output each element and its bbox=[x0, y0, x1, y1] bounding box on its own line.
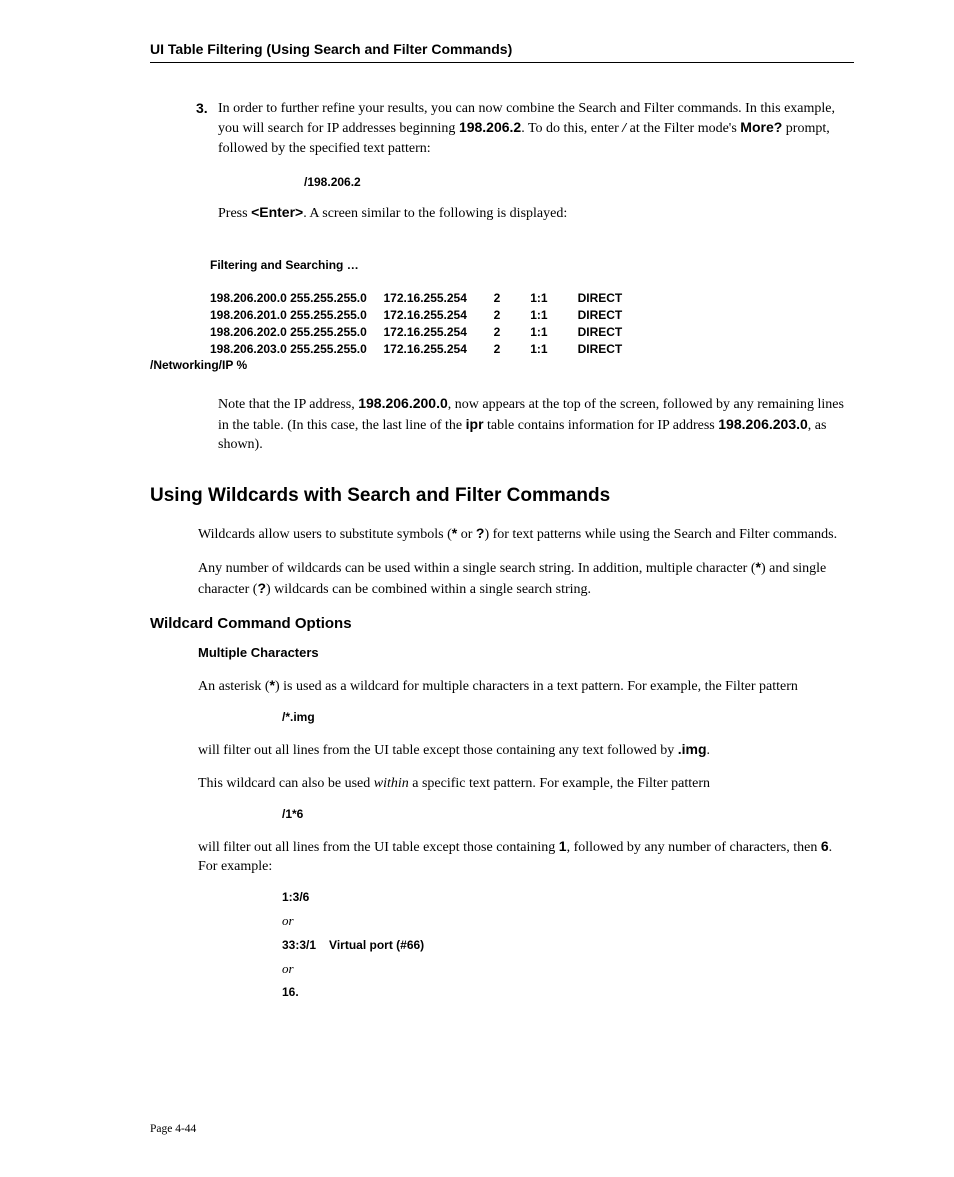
mc-p3: This wildcard can also be used within a … bbox=[198, 774, 854, 794]
text: or bbox=[457, 527, 476, 542]
multiple-chars-heading: Multiple Characters bbox=[198, 644, 854, 662]
ip-bold: 198.206.203.0 bbox=[718, 416, 808, 432]
text: This wildcard can also be used bbox=[198, 776, 374, 791]
step-3-block: 3. In order to further refine your resul… bbox=[218, 99, 854, 159]
text: ) wildcards can be combined within a sin… bbox=[266, 582, 591, 597]
examples-block: 1:3/6 or 33:3/1 Virtual port (#66) or 16… bbox=[282, 889, 854, 1001]
step-press-enter: Press <Enter>. A screen similar to the f… bbox=[218, 203, 854, 224]
text: , followed by any number of characters, … bbox=[567, 840, 821, 855]
press-enter-para: Press <Enter>. A screen similar to the f… bbox=[218, 203, 854, 224]
code-img-filter: /*.img bbox=[282, 709, 854, 726]
filter-output-block: Filtering and Searching … 198.206.200.0 … bbox=[210, 240, 854, 374]
table-footer: /Networking/IP % bbox=[150, 357, 247, 374]
more-prompt: More? bbox=[740, 119, 782, 135]
wildcards-p1: Wildcards allow users to substitute symb… bbox=[198, 524, 854, 545]
filter-header: Filtering and Searching … bbox=[210, 258, 359, 272]
enter-key: <Enter> bbox=[251, 204, 303, 220]
example-2: 33:3/1 Virtual port (#66) bbox=[282, 936, 854, 954]
text: Any number of wildcards can be used with… bbox=[198, 561, 756, 576]
text: . To do this, enter bbox=[521, 121, 622, 136]
text: at the Filter mode's bbox=[626, 121, 740, 136]
text: ) for text patterns while using the Sear… bbox=[484, 527, 837, 542]
step-number: 3. bbox=[196, 99, 208, 119]
text: . bbox=[707, 743, 711, 758]
text: . A screen similar to the following is d… bbox=[303, 206, 567, 221]
text: Wildcards allow users to substitute symb… bbox=[198, 527, 452, 542]
ex2-code: 33:3/1 bbox=[282, 938, 316, 952]
or-text: or bbox=[282, 912, 854, 930]
example-1: 1:3/6 bbox=[282, 889, 854, 906]
table-row: 198.206.203.0 255.255.255.0 172.16.255.2… bbox=[210, 342, 622, 356]
or-text: or bbox=[282, 960, 854, 978]
within-italic: within bbox=[374, 776, 409, 791]
text: Note that the IP address, bbox=[218, 397, 358, 412]
qmark: ? bbox=[257, 580, 266, 596]
ip-bold: 198.206.200.0 bbox=[358, 395, 448, 411]
one-bold: 1 bbox=[559, 838, 567, 854]
mc-p2: will filter out all lines from the UI ta… bbox=[198, 740, 854, 761]
wildcards-p2: Any number of wildcards can be used with… bbox=[198, 558, 854, 599]
section-heading: Using Wildcards with Search and Filter C… bbox=[150, 483, 854, 510]
six-bold: 6 bbox=[821, 838, 829, 854]
step-paragraph-1: In order to further refine your results,… bbox=[218, 99, 854, 159]
note-paragraph: Note that the IP address, 198.206.200.0,… bbox=[218, 394, 854, 455]
text: a specific text pattern. For example, th… bbox=[409, 776, 710, 791]
text: An asterisk ( bbox=[198, 679, 270, 694]
text: will filter out all lines from the UI ta… bbox=[198, 840, 559, 855]
mc-p1: An asterisk (*) is used as a wildcard fo… bbox=[198, 676, 854, 697]
subheading: Wildcard Command Options bbox=[150, 613, 854, 634]
text: table contains information for IP addres… bbox=[484, 418, 719, 433]
page-footer: Page 4-44 bbox=[150, 1121, 854, 1137]
code-1star6: /1*6 bbox=[282, 806, 854, 823]
ip-bold: 198.206.2 bbox=[459, 119, 521, 135]
table-row: 198.206.202.0 255.255.255.0 172.16.255.2… bbox=[210, 325, 622, 339]
page-header: UI Table Filtering (Using Search and Fil… bbox=[150, 40, 854, 63]
text: Press bbox=[218, 206, 251, 221]
ex2-label: Virtual port (#66) bbox=[329, 938, 424, 952]
mc-p4: will filter out all lines from the UI ta… bbox=[198, 837, 854, 877]
img-bold: .img bbox=[678, 741, 707, 757]
table-row: 198.206.201.0 255.255.255.0 172.16.255.2… bbox=[210, 308, 622, 322]
ipr-bold: ipr bbox=[466, 416, 484, 432]
code-filter-ip: /198.206.2 bbox=[304, 174, 854, 191]
text: ) is used as a wildcard for multiple cha… bbox=[275, 679, 798, 694]
text: will filter out all lines from the UI ta… bbox=[198, 743, 678, 758]
example-3: 16. bbox=[282, 984, 854, 1001]
table-row: 198.206.200.0 255.255.255.0 172.16.255.2… bbox=[210, 291, 622, 305]
